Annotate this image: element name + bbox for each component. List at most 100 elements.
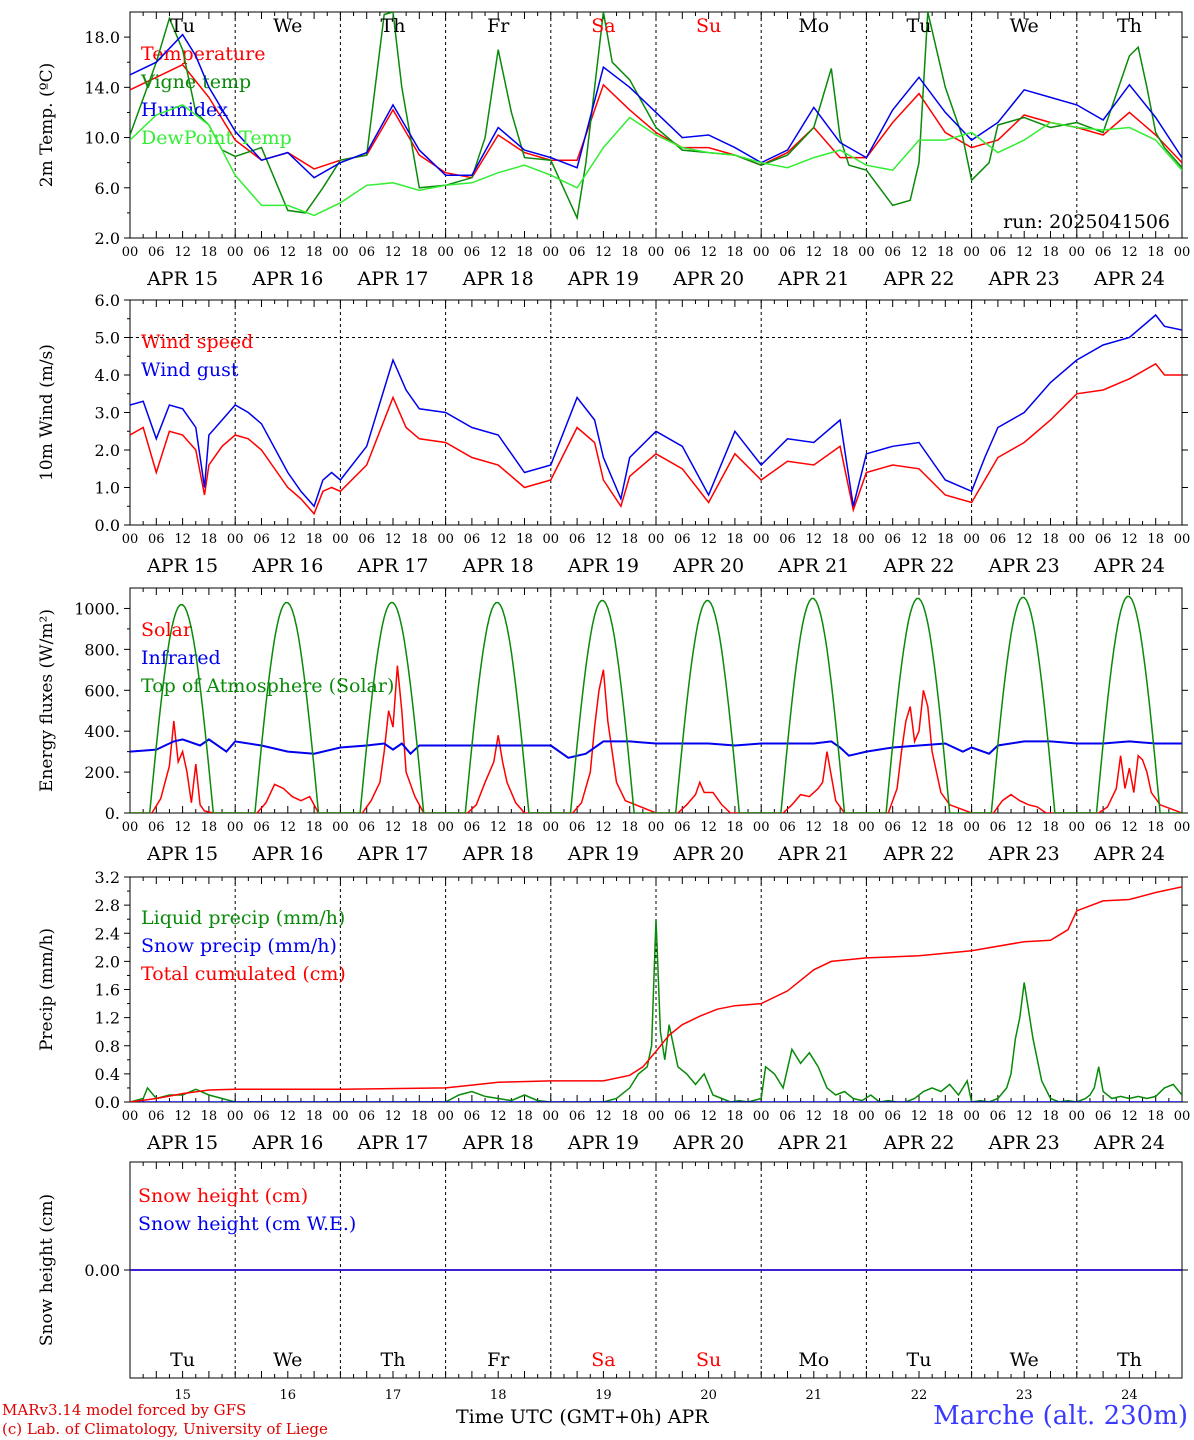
panel-frame xyxy=(129,587,1183,814)
date-label: APR 24 xyxy=(1093,843,1165,865)
y-tick-label: 200. xyxy=(84,763,120,782)
hour-tick-label: 12 xyxy=(700,1109,717,1124)
hour-tick-label: 12 xyxy=(595,1109,612,1124)
hour-tick-label: 12 xyxy=(490,820,507,835)
y-tick-label: 1.0 xyxy=(95,479,120,498)
hour-tick-label: 12 xyxy=(806,532,823,547)
y-axis-title: Snow height (cm) xyxy=(37,1194,57,1346)
date-label: APR 16 xyxy=(251,555,323,577)
y-tick-label: 2.8 xyxy=(95,896,120,915)
y-axis-title: 10m Wind (m/s) xyxy=(37,344,57,481)
hour-tick-label: 06 xyxy=(1095,820,1112,835)
hour-tick-label: 06 xyxy=(779,820,796,835)
credit-model: MARv3.14 model forced by GFS xyxy=(2,1401,247,1419)
hour-tick-label: 06 xyxy=(1095,245,1112,260)
series-line-wind-gust xyxy=(130,313,1182,508)
date-label: APR 24 xyxy=(1093,268,1165,290)
day-number-label: 21 xyxy=(806,1388,823,1403)
day-of-week-label: Su xyxy=(696,1349,721,1371)
panel-5: 0.00 Snow height (cm) Snow height (cm) Snow… xyxy=(37,1161,1188,1403)
day-of-week-label: Tu xyxy=(170,1349,195,1371)
day-number-label: 15 xyxy=(174,1388,191,1403)
hour-tick-label: 00 xyxy=(963,532,980,547)
hour-tick-label: 12 xyxy=(280,532,297,547)
hour-tick-label: 18 xyxy=(1042,245,1059,260)
hour-tick-label: 18 xyxy=(306,820,323,835)
hour-tick-label: 06 xyxy=(358,245,375,260)
hour-tick-label: 12 xyxy=(174,245,191,260)
hour-tick-label: 06 xyxy=(148,245,165,260)
hour-tick-label: 12 xyxy=(1016,532,1033,547)
date-label: APR 17 xyxy=(356,555,428,577)
hour-tick-label: 06 xyxy=(1095,1109,1112,1124)
hour-tick-label: 12 xyxy=(806,820,823,835)
legend-entry: Liquid precip (mm/h) xyxy=(141,907,345,929)
hour-tick-label: 00 xyxy=(753,245,770,260)
date-label: APR 22 xyxy=(882,268,954,290)
hour-tick-label: 00 xyxy=(1069,820,1086,835)
y-tick-label: 14.0 xyxy=(84,78,120,97)
day-number-label: 24 xyxy=(1121,1388,1138,1403)
hour-tick-label: 00 xyxy=(227,1109,244,1124)
legend-entry: Humidex xyxy=(141,99,228,121)
y-tick-label: 1000. xyxy=(74,599,120,618)
station-name: Marche (alt. 230m) xyxy=(933,1401,1188,1431)
series-line-vigne-temp xyxy=(130,12,1182,221)
hour-tick-label: 12 xyxy=(806,1109,823,1124)
hour-tick-label: 06 xyxy=(779,1109,796,1124)
hour-tick-label: 00 xyxy=(122,820,139,835)
hour-tick-label: 00 xyxy=(648,820,665,835)
date-label: APR 15 xyxy=(146,555,218,577)
date-label: APR 15 xyxy=(146,268,218,290)
legend-entry: Top of Atmosphere (Solar) xyxy=(141,675,394,697)
day-of-week-label: Mo xyxy=(798,1349,829,1371)
hour-tick-label: 12 xyxy=(911,1109,928,1124)
hour-tick-label: 00 xyxy=(1174,1109,1191,1124)
day-number-label: 22 xyxy=(911,1388,928,1403)
hour-tick-label: 18 xyxy=(516,820,533,835)
date-label: APR 24 xyxy=(1093,1132,1165,1154)
series-line-infrared xyxy=(130,738,1182,759)
day-of-week-label: Sa xyxy=(591,1349,615,1371)
hour-tick-label: 12 xyxy=(1121,820,1138,835)
hour-tick-label: 18 xyxy=(516,1109,533,1124)
date-label: APR 17 xyxy=(356,843,428,865)
hour-tick-label: 06 xyxy=(779,532,796,547)
hour-tick-label: 06 xyxy=(464,245,481,260)
hour-tick-label: 12 xyxy=(1016,820,1033,835)
hour-tick-label: 00 xyxy=(332,1109,349,1124)
legend-entry: Temperature xyxy=(141,43,265,65)
date-label: APR 22 xyxy=(882,555,954,577)
panel-4: 0.0 0.4 0.8 1.2 1.6 2.0 2.4 2.8 3.2 Precip (mm/h)… xyxy=(37,868,1190,1154)
day-number-label: 19 xyxy=(595,1388,612,1403)
legend-entry: Snow precip (mm/h) xyxy=(141,935,337,957)
hour-tick-label: 18 xyxy=(201,1109,218,1124)
hour-tick-label: 18 xyxy=(832,1109,849,1124)
date-label: APR 17 xyxy=(356,268,428,290)
date-label: APR 19 xyxy=(567,1132,639,1154)
date-label: APR 23 xyxy=(988,1132,1060,1154)
hour-tick-label: 00 xyxy=(437,532,454,547)
hour-tick-label: 06 xyxy=(884,1109,901,1124)
credit-lab: (c) Lab. of Climatology, University of L… xyxy=(2,1420,328,1438)
y-tick-label: 800. xyxy=(84,640,120,659)
hour-tick-label: 06 xyxy=(358,1109,375,1124)
hour-tick-label: 12 xyxy=(385,245,402,260)
hour-tick-label: 00 xyxy=(963,820,980,835)
day-of-week-label: Th xyxy=(1117,1349,1142,1371)
hour-tick-label: 18 xyxy=(1147,820,1164,835)
y-tick-label: 2.0 xyxy=(95,441,120,460)
hour-tick-label: 00 xyxy=(332,820,349,835)
hour-tick-label: 18 xyxy=(201,820,218,835)
day-number-label: 17 xyxy=(385,1388,402,1403)
day-of-week-label: We xyxy=(273,1349,302,1371)
hour-tick-label: 00 xyxy=(753,820,770,835)
y-tick-label: 2.4 xyxy=(95,924,120,943)
series-line-dewpoint-temp xyxy=(130,104,1182,217)
day-of-week-label: Su xyxy=(696,15,721,37)
hour-tick-label: 18 xyxy=(306,1109,323,1124)
hour-tick-label: 18 xyxy=(1042,532,1059,547)
date-label: APR 21 xyxy=(777,843,849,865)
hour-tick-label: 00 xyxy=(332,532,349,547)
